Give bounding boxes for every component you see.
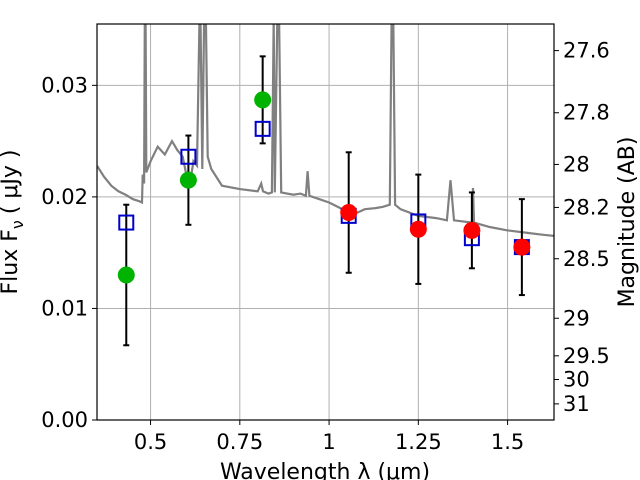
x-tick-label: 1.5 [491, 430, 524, 454]
y-tick-label: 0.03 [41, 73, 88, 97]
y2-tick-label: 28 [563, 152, 590, 176]
y2-tick-label: 27.8 [563, 101, 610, 125]
y2-tick-label: 27.6 [563, 39, 610, 63]
x-tick-label: 0.5 [134, 430, 167, 454]
x-axis-ticks: 0.5 0.75 1 1.25 1.5 [134, 420, 524, 454]
y-axis-label-subscript: ν [8, 220, 27, 229]
grid [97, 24, 554, 421]
y2-tick-label: 31 [563, 392, 590, 416]
x-tick-label: 0.75 [216, 430, 263, 454]
model-spectrum-line [97, 24, 554, 237]
observed-point [179, 171, 197, 189]
y-axis-ticks: 0.00 0.01 0.02 0.03 [41, 73, 97, 432]
x-tick-label: 1.25 [395, 430, 442, 454]
observed-point [340, 204, 358, 222]
observed-point [463, 221, 481, 239]
y2-tick-label: 29.5 [563, 344, 610, 368]
model-point [180, 148, 197, 165]
y2-tick-label: 30 [563, 367, 590, 391]
model-spectrum [97, 24, 554, 237]
x-axis-label: Wavelength λ (μm) [220, 460, 430, 480]
observed-point [117, 266, 135, 284]
y2-tick-label: 28.5 [563, 247, 610, 271]
y-axis-label-unit: ( μJy ) [0, 150, 23, 215]
y2-tick-label: 28.2 [563, 195, 610, 219]
observed-point [513, 238, 531, 256]
observed-point [254, 91, 272, 109]
x-tick-label: 1 [322, 430, 335, 454]
y-tick-label: 0.01 [41, 296, 88, 320]
y2-tick-label: 29 [563, 306, 590, 330]
observed-point [409, 220, 427, 238]
y-axis-label: Flux Fν ( μJy ) [0, 150, 27, 295]
model-point [254, 120, 271, 137]
y-axis-label-main: Flux F [0, 229, 23, 294]
model-point [118, 214, 135, 231]
y-tick-label: 0.00 [41, 408, 88, 432]
data-markers [117, 91, 531, 284]
y-tick-label: 0.02 [41, 185, 88, 209]
plot-frame [96, 23, 555, 421]
y2-axis-label: Magnitude (AB) [615, 137, 640, 308]
